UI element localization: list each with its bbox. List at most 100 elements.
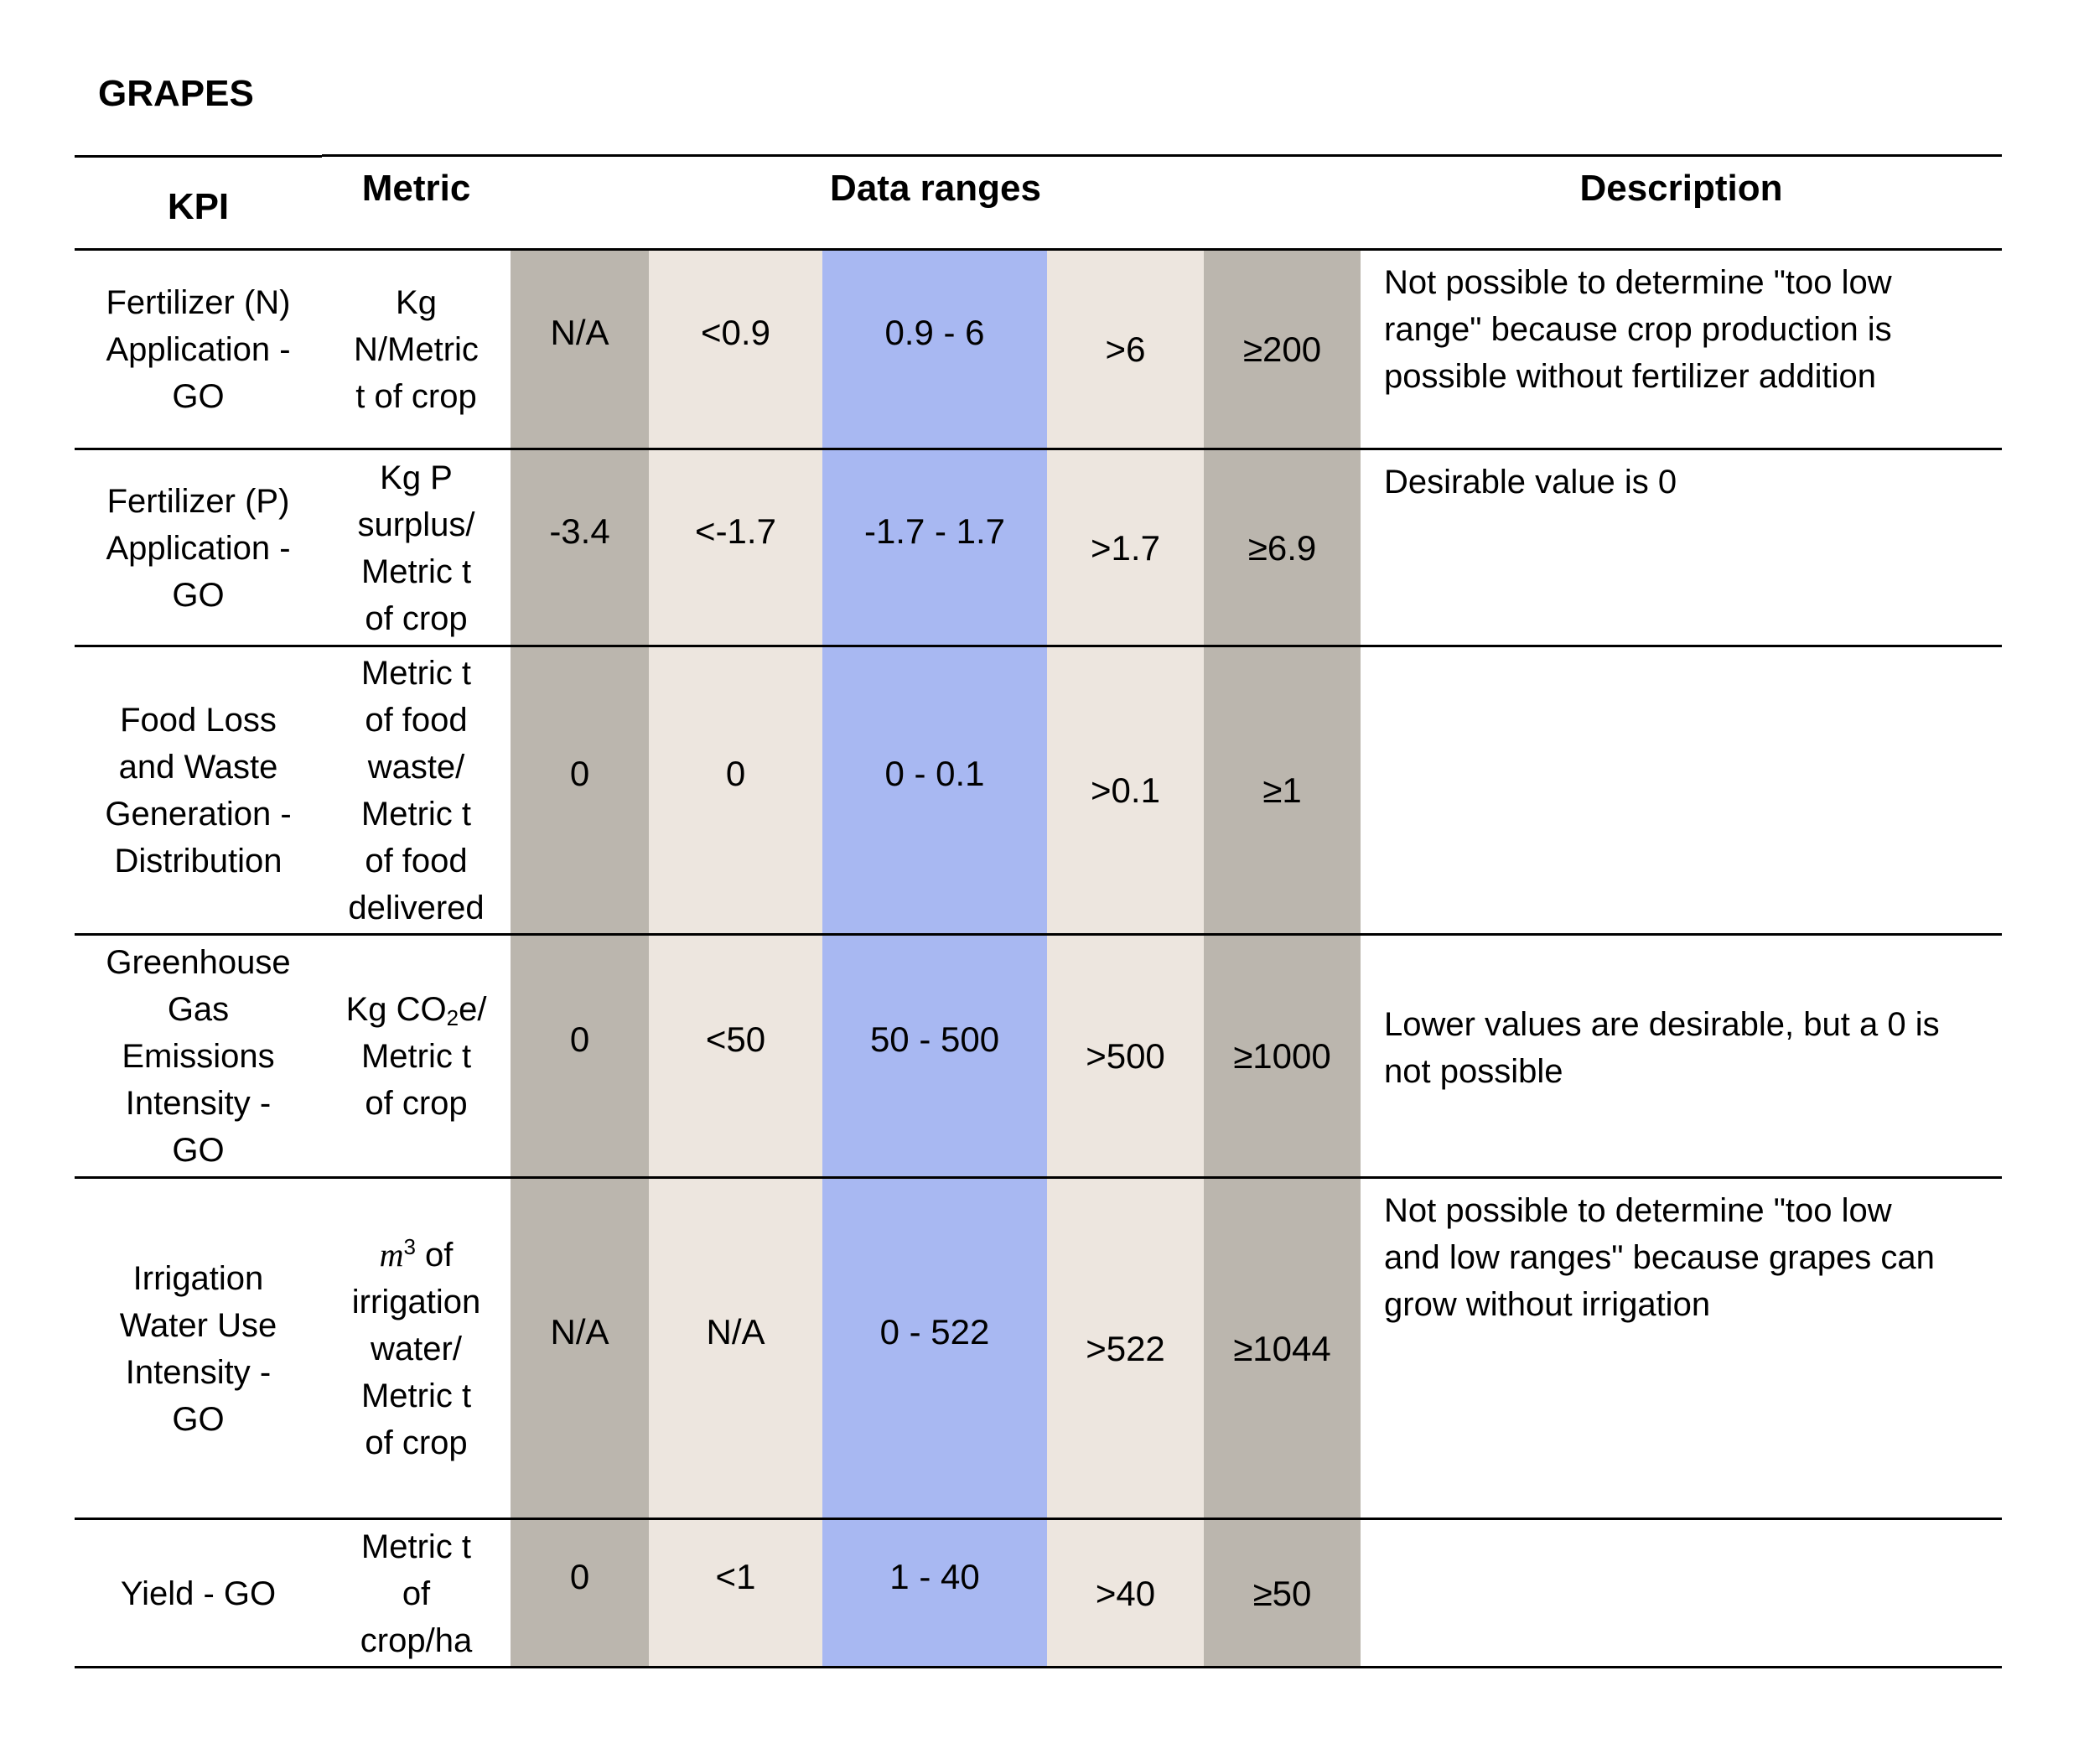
- metric-line: of: [402, 1575, 431, 1612]
- metric-line: of crop: [365, 599, 468, 637]
- kpi-cell: Irrigation Water Use Intensity - GO: [75, 1179, 322, 1518]
- kpi-line: Application -: [106, 529, 291, 567]
- table-rule: [75, 1518, 2002, 1520]
- kpi-line: Application -: [106, 331, 291, 368]
- metric-line: of food: [365, 702, 468, 739]
- kpi-line: Yield - GO: [120, 1575, 277, 1612]
- range-desirable: 0 - 0.1: [822, 647, 1047, 934]
- range-high: >500: [1047, 936, 1204, 1177]
- header-data-ranges: Data ranges: [830, 168, 1041, 209]
- header-kpi: KPI: [167, 186, 230, 227]
- table-rule: [75, 155, 322, 158]
- metric-line: water/: [371, 1330, 462, 1367]
- metric-line: N/Metric: [354, 331, 479, 368]
- range-high: >40: [1047, 1520, 1204, 1667]
- range-high: >522: [1047, 1179, 1204, 1518]
- metric-line: Kg CO2e/: [345, 991, 487, 1030]
- metric-line: delivered: [348, 890, 485, 926]
- metric-cell: Kg CO2e/Metric t of crop: [322, 936, 511, 1177]
- description-cell: Not possible to determine "too low range"…: [1384, 259, 2002, 400]
- table-rule: [75, 448, 2002, 450]
- kpi-line: Emissions: [122, 1038, 275, 1075]
- description-line: possible without fertilizer addition: [1384, 358, 1876, 395]
- range-too-low: 0: [511, 647, 649, 934]
- kpi-line: Gas: [167, 991, 230, 1028]
- description-cell: Lower values are desirable, but a 0 is no…: [1384, 1001, 2002, 1095]
- description-cell: Desirable value is 0: [1384, 459, 2002, 506]
- metric-line: Metric t: [360, 1038, 472, 1075]
- table-rule: [75, 645, 2002, 647]
- kpi-line: GO: [172, 1400, 225, 1438]
- kpi-line: Intensity -: [125, 1085, 272, 1122]
- kpi-line: Distribution: [114, 843, 283, 879]
- description-line: and low ranges" because grapes can: [1384, 1239, 1935, 1276]
- metric-line: Metric t: [360, 655, 472, 692]
- range-too-high: ≥6.9: [1204, 450, 1361, 646]
- range-too-low: N/A: [511, 251, 649, 449]
- kpi-line: GO: [172, 576, 225, 614]
- description-line: range" because crop production is: [1384, 311, 1892, 348]
- metric-line: of crop: [365, 1424, 468, 1461]
- range-low: N/A: [649, 1179, 822, 1518]
- metric-line: waste/: [367, 749, 465, 786]
- range-high: >6: [1047, 251, 1204, 449]
- kpi-line: Fertilizer (N): [106, 284, 291, 321]
- table-rule: [322, 154, 2002, 157]
- metric-line: Kg: [396, 284, 437, 321]
- metric-cell: Kg P surplus/Metric t of crop: [322, 450, 511, 646]
- range-low: <50: [649, 936, 822, 1177]
- metric-line: Kg P: [380, 459, 453, 496]
- range-too-low: 0: [511, 936, 649, 1177]
- kpi-line: Intensity -: [125, 1353, 272, 1391]
- range-too-low: 0: [511, 1520, 649, 1667]
- metric-cell: Kg N/Metric t of crop: [322, 251, 511, 449]
- metric-line: Metric t: [360, 1528, 472, 1565]
- kpi-line: GO: [172, 1132, 225, 1169]
- kpi-line: Greenhouse: [106, 944, 291, 981]
- kpi-line: Generation -: [105, 796, 292, 833]
- metric-line: of crop: [365, 1085, 468, 1122]
- metric-line: crop/ha: [360, 1621, 473, 1659]
- description-line: not possible: [1384, 1053, 1563, 1090]
- range-high: >1.7: [1047, 450, 1204, 646]
- range-low: <1: [649, 1520, 822, 1667]
- range-too-high: ≥200: [1204, 251, 1361, 449]
- range-too-low: N/A: [511, 1179, 649, 1518]
- metric-line: Metric t: [360, 796, 472, 833]
- table-rule: [75, 1176, 2002, 1179]
- metric-line: irrigation: [351, 1283, 481, 1320]
- math-variable: m: [379, 1235, 404, 1274]
- description-cell: Not possible to determine "too low and lo…: [1384, 1187, 2002, 1328]
- metric-cell: Metric t of crop/ha: [322, 1520, 511, 1667]
- kpi-line: and Waste: [118, 749, 278, 786]
- kpi-line: Water Use: [119, 1306, 277, 1344]
- kpi-cell: Greenhouse Gas Emissions Intensity - GO: [75, 936, 322, 1177]
- table-rule: [75, 1666, 2002, 1668]
- range-high: >0.1: [1047, 647, 1204, 934]
- description-line: Lower values are desirable, but a 0 is: [1384, 1006, 1940, 1043]
- range-desirable: 50 - 500: [822, 936, 1047, 1177]
- table-rule: [75, 933, 2002, 936]
- range-low: 0: [649, 647, 822, 934]
- kpi-cell: Food Loss and Waste Generation - Distributi…: [75, 647, 322, 934]
- kpi-cell: Fertilizer (N) Application - GO: [75, 251, 322, 449]
- range-desirable: 0 - 522: [822, 1179, 1047, 1518]
- range-too-high: ≥1000: [1204, 936, 1361, 1177]
- description-line: Desirable value is 0: [1384, 464, 1677, 501]
- metric-line: Metric t: [360, 1377, 472, 1414]
- kpi-cell: Yield - GO: [75, 1520, 322, 1667]
- description-line: grow without irrigation: [1384, 1286, 1711, 1323]
- metric-cell: m3 of irrigation water/Metric t of crop: [322, 1179, 511, 1518]
- range-low: <0.9: [649, 251, 822, 449]
- metric-line: of food: [365, 843, 468, 879]
- description-line: Not possible to determine "too low: [1384, 264, 1892, 301]
- range-too-high: ≥1044: [1204, 1179, 1361, 1518]
- kpi-line: Food Loss: [120, 702, 277, 739]
- range-desirable: -1.7 - 1.7: [822, 450, 1047, 646]
- kpi-line: Fertilizer (P): [106, 482, 290, 520]
- header-description: Description: [1579, 168, 1783, 209]
- metric-line: surplus/: [357, 506, 475, 543]
- table-rule: [75, 248, 2002, 251]
- kpi-line: Irrigation: [132, 1259, 264, 1297]
- range-too-high: ≥1: [1204, 647, 1361, 934]
